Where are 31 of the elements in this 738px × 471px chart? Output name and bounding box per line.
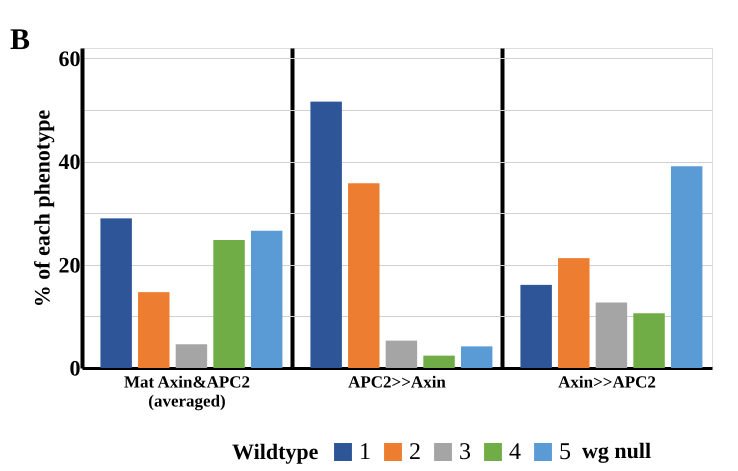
bar — [310, 102, 342, 368]
y-axis-title: % of each phenotype — [30, 110, 54, 308]
bar — [348, 183, 380, 368]
bar — [633, 313, 665, 368]
y-tick-label: 40 — [58, 149, 80, 174]
text: wg null — [582, 438, 652, 463]
y-tick-label: 20 — [58, 252, 80, 278]
x-tick-label: APC2>>Axin — [348, 372, 446, 392]
bar — [423, 356, 455, 368]
bar — [100, 218, 132, 368]
bar — [670, 166, 702, 368]
x-tick-label: Mat Axin&APC2 (averaged) — [124, 372, 250, 410]
text: B — [10, 23, 30, 56]
bar — [460, 346, 492, 368]
legend-title: Wildtype — [232, 439, 319, 464]
y-tick-label: 60 — [58, 46, 80, 71]
bar — [213, 240, 245, 368]
legend-label: 1 — [359, 439, 371, 465]
legend-label: 5 — [559, 439, 571, 465]
legend-label: 3 — [459, 439, 471, 465]
bar — [176, 344, 208, 368]
bar — [138, 292, 170, 368]
bar — [250, 230, 282, 368]
x-tick-label: Axin>>APC2 — [558, 372, 656, 392]
bar — [520, 284, 552, 368]
bar — [386, 340, 418, 368]
legend-label: 2 — [409, 439, 421, 465]
bar — [558, 258, 590, 368]
legend-label: 4 — [509, 439, 521, 465]
y-tick-label: 0 — [70, 356, 80, 380]
bar — [596, 302, 628, 368]
